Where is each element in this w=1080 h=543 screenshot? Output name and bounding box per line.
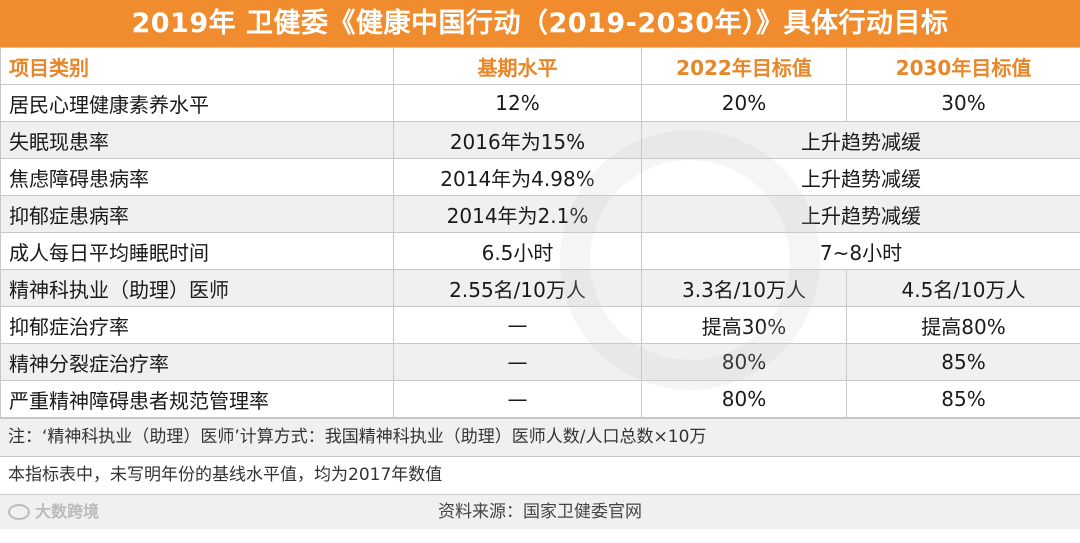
- row-2030: 提高80%: [846, 306, 1080, 344]
- row-base: —: [393, 306, 642, 344]
- watermark-text: 大数跨境: [35, 502, 100, 521]
- row-base: 6.5小时: [393, 232, 642, 270]
- table-row: 精神分裂症治疗率 — 80% 85%: [0, 343, 1080, 381]
- row-2030: 4.5名/10万人: [846, 269, 1080, 307]
- row-category: 精神分裂症治疗率: [0, 343, 394, 381]
- row-category: 严重精神障碍患者规范管理率: [0, 380, 394, 418]
- row-2022: 20%: [641, 84, 847, 122]
- row-target-merged: 上升趋势减缓: [641, 121, 1080, 159]
- table-row: 失眠现患率 2016年为15% 上升趋势减缓: [0, 121, 1080, 159]
- header-2030: 2030年目标值: [846, 47, 1080, 85]
- row-category: 失眠现患率: [0, 121, 394, 159]
- row-category: 成人每日平均睡眠时间: [0, 232, 394, 270]
- row-target-merged: 上升趋势减缓: [641, 195, 1080, 233]
- row-category: 焦虑障碍患病率: [0, 158, 394, 196]
- row-base: 2.55名/10万人: [393, 269, 642, 307]
- row-2030: 85%: [846, 343, 1080, 381]
- row-2022: 80%: [641, 380, 847, 418]
- row-base: 2016年为15%: [393, 121, 642, 159]
- row-category: 抑郁症患病率: [0, 195, 394, 233]
- row-base: 2014年为4.98%: [393, 158, 642, 196]
- table-row: 抑郁症患病率 2014年为2.1% 上升趋势减缓: [0, 195, 1080, 233]
- row-base: —: [393, 380, 642, 418]
- page-title: 2019年 卫健委《健康中国行动（2019-2030年）》具体行动目标: [0, 0, 1080, 47]
- watermark-mark-icon: [8, 504, 30, 520]
- footnote-calculation: 注：‘精神科执业（助理）医师’计算方式：我国精神科执业（助理）医师人数/人口总数…: [0, 418, 1080, 456]
- table-header-row: 项目类别 基期水平 2022年目标值 2030年目标值: [0, 47, 1080, 85]
- row-category: 精神科执业（助理）医师: [0, 269, 394, 307]
- row-2030: 85%: [846, 380, 1080, 418]
- targets-table: 项目类别 基期水平 2022年目标值 2030年目标值 居民心理健康素养水平 1…: [0, 47, 1080, 418]
- header-category: 项目类别: [0, 47, 394, 85]
- table-row: 精神科执业（助理）医师 2.55名/10万人 3.3名/10万人 4.5名/10…: [0, 269, 1080, 307]
- source-line: 大数跨境 资料来源：国家卫健委官网: [0, 494, 1080, 529]
- header-base: 基期水平: [393, 47, 642, 85]
- table-row: 抑郁症治疗率 — 提高30% 提高80%: [0, 306, 1080, 344]
- source-text: 资料来源：国家卫健委官网: [438, 502, 642, 522]
- watermark-logo: 大数跨境: [8, 495, 99, 529]
- table-row: 焦虑障碍患病率 2014年为4.98% 上升趋势减缓: [0, 158, 1080, 196]
- row-2022: 80%: [641, 343, 847, 381]
- row-2022: 3.3名/10万人: [641, 269, 847, 307]
- row-base: 12%: [393, 84, 642, 122]
- footnote-baseline: 本指标表中，未写明年份的基线水平值，均为2017年数值: [0, 456, 1080, 494]
- row-2022: 提高30%: [641, 306, 847, 344]
- row-category: 抑郁症治疗率: [0, 306, 394, 344]
- header-2022: 2022年目标值: [641, 47, 847, 85]
- table-row: 居民心理健康素养水平 12% 20% 30%: [0, 84, 1080, 122]
- table-row: 严重精神障碍患者规范管理率 — 80% 85%: [0, 380, 1080, 418]
- row-base: 2014年为2.1%: [393, 195, 642, 233]
- row-category: 居民心理健康素养水平: [0, 84, 394, 122]
- row-target-merged: 上升趋势减缓: [641, 158, 1080, 196]
- table-row: 成人每日平均睡眠时间 6.5小时 7~8小时: [0, 232, 1080, 270]
- row-2030: 30%: [846, 84, 1080, 122]
- row-base: —: [393, 343, 642, 381]
- row-target-merged: 7~8小时: [641, 232, 1080, 270]
